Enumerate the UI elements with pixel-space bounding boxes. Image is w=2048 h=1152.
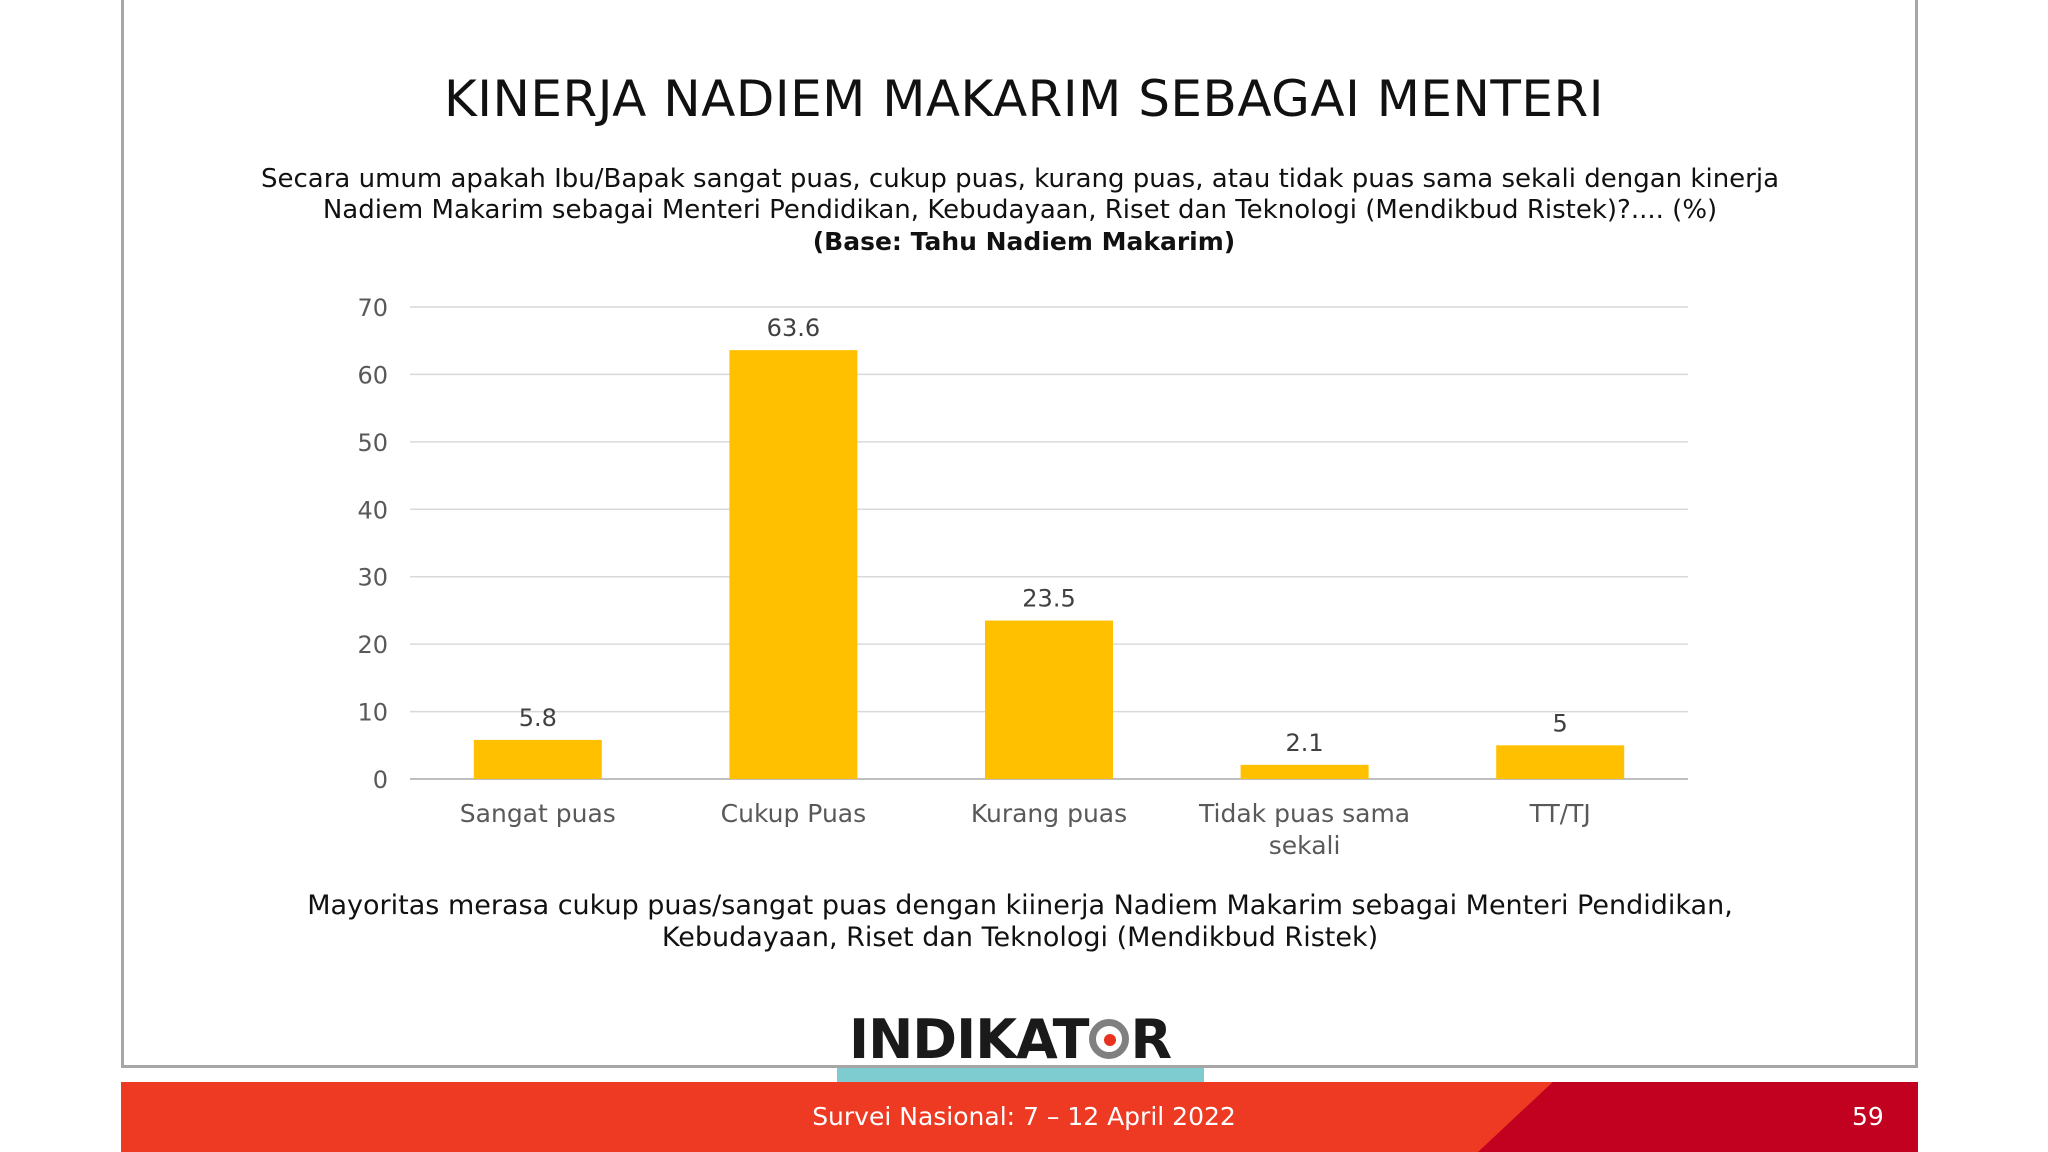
y-tick-label: 60 — [357, 361, 388, 389]
bar — [473, 739, 602, 779]
base-note: (Base: Tahu Nadiem Makarim) — [812, 227, 1236, 256]
slide-frame — [121, 0, 1918, 1068]
x-category-label: TT/TJ — [1529, 799, 1591, 828]
y-tick-label: 50 — [357, 429, 388, 457]
logo-text-end: R — [1130, 1007, 1172, 1071]
footer-dark-stripe — [1478, 1082, 1918, 1152]
bar — [729, 350, 858, 779]
logo-text-start: INDIKAT — [849, 1007, 1089, 1071]
page-number: 59 — [1852, 1102, 1884, 1131]
data-label: 63.6 — [767, 314, 820, 342]
bar — [985, 620, 1113, 779]
bar — [1240, 764, 1369, 779]
logo-ring-icon — [1089, 1019, 1130, 1059]
data-label: 5 — [1553, 709, 1568, 737]
footer-bar — [121, 1082, 1918, 1152]
survey-question: Secara umum apakah Ibu/Bapak sangat puas… — [260, 164, 1780, 225]
data-label: 5.8 — [519, 704, 557, 732]
data-label: 23.5 — [1022, 585, 1075, 613]
x-category-label: Kurang puas — [971, 799, 1127, 828]
y-tick-label: 30 — [357, 564, 388, 592]
x-category-label: Tidak puas sama sekali — [1198, 799, 1410, 860]
footer-survey-text: Survei Nasional: 7 – 12 April 2022 — [812, 1102, 1236, 1131]
y-tick-label: 70 — [357, 294, 388, 322]
indikator-logo: INDIKAT R — [849, 1007, 1172, 1071]
x-category-label: Sangat puas — [460, 799, 616, 828]
y-tick-label: 20 — [357, 631, 388, 659]
slide-title: KINERJA NADIEM MAKARIM SEBAGAI MENTERI — [444, 70, 1604, 128]
y-tick-label: 40 — [357, 496, 388, 524]
bar — [1496, 745, 1625, 779]
conclusion-text: Mayoritas merasa cukup puas/sangat puas … — [307, 890, 1733, 953]
data-label: 2.1 — [1286, 729, 1324, 757]
x-category-label: Cukup Puas — [721, 799, 867, 828]
y-tick-label: 0 — [373, 766, 388, 794]
y-tick-label: 10 — [357, 699, 388, 727]
